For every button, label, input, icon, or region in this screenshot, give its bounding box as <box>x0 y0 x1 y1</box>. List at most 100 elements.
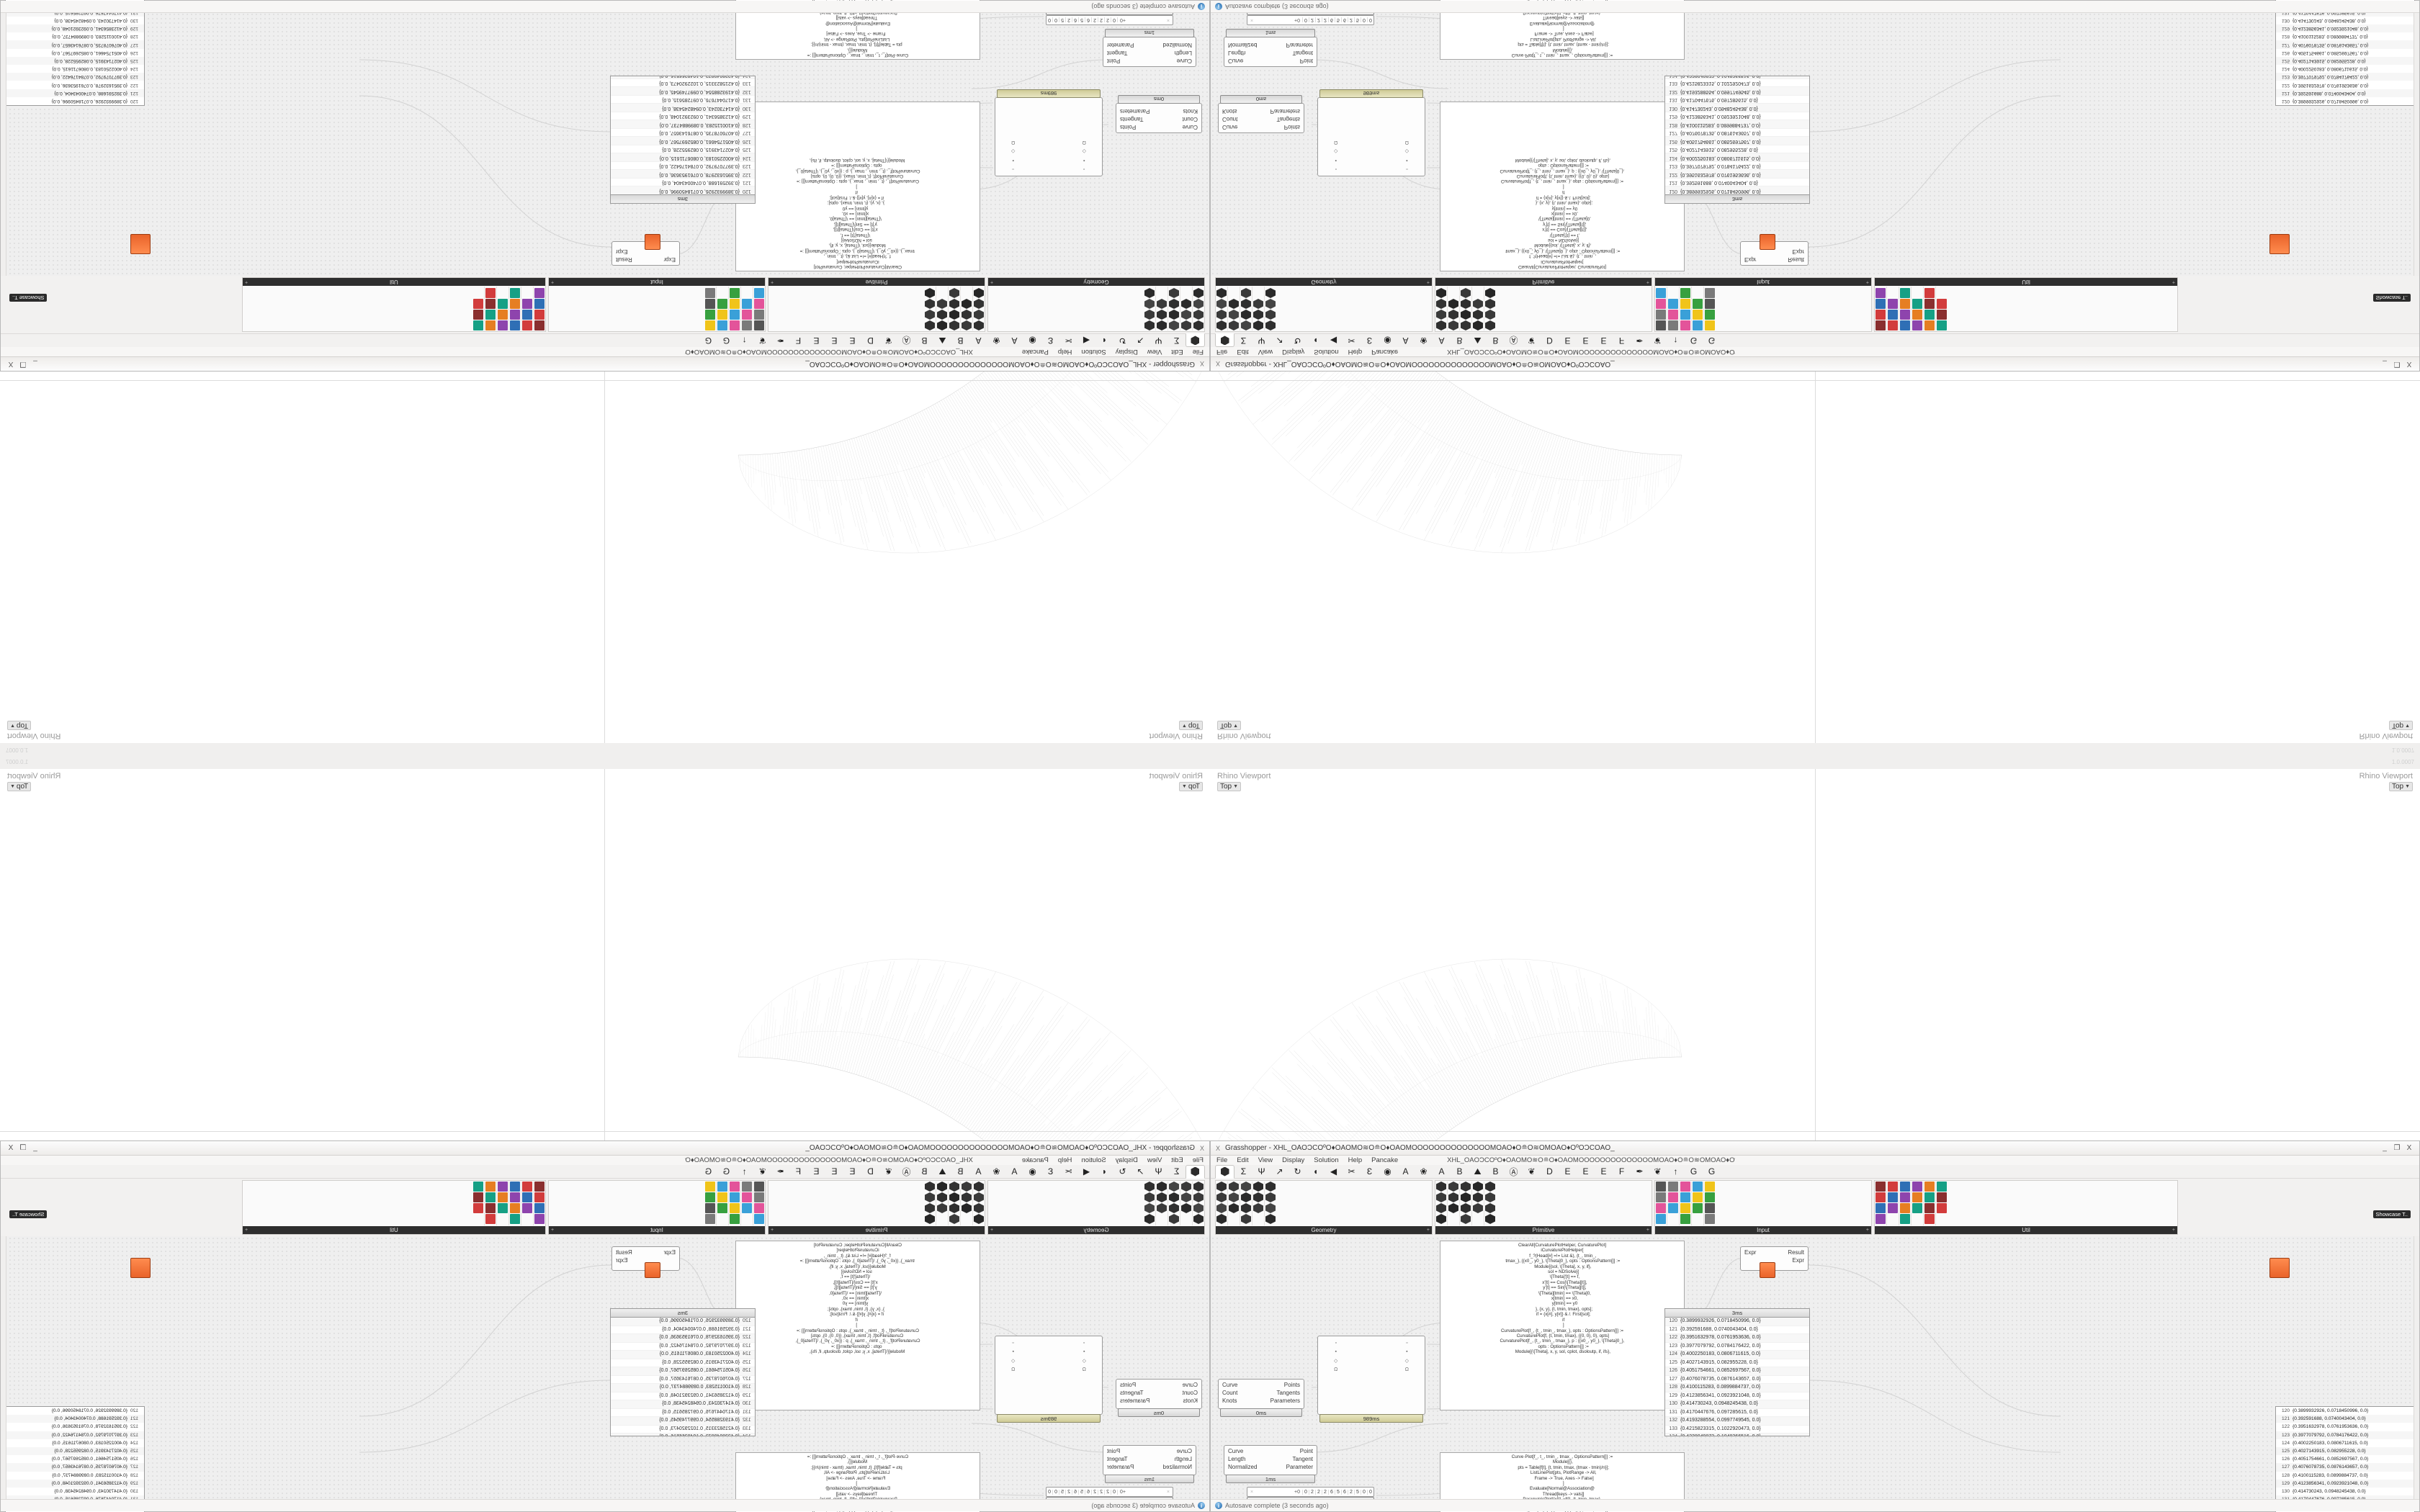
slider-digit[interactable]: 6 <box>1085 17 1092 23</box>
menu-item-edit[interactable]: Edit <box>1237 1156 1249 1164</box>
component-button[interactable] <box>1937 320 1947 330</box>
component-button[interactable] <box>717 1182 727 1192</box>
component-button[interactable] <box>705 1214 715 1224</box>
ribbon-tab-8[interactable]: Ɛ <box>1047 1166 1054 1176</box>
ribbon-group-geometry[interactable]: Geometry + <box>987 1180 1205 1235</box>
expand-icon[interactable]: + <box>245 1228 248 1233</box>
component-button[interactable] <box>1241 1182 1251 1192</box>
gh-param-col-left[interactable]: ▫ ▪ ◇ Ω <box>1083 140 1086 171</box>
component-button[interactable] <box>1473 1192 1483 1202</box>
gh-param-col-right[interactable]: ▫ ▪ ◇ Ω <box>1405 140 1409 171</box>
component-button[interactable] <box>974 1182 984 1192</box>
ribbon-tab-27[interactable]: G <box>1708 336 1716 346</box>
expand-icon[interactable]: + <box>771 279 774 284</box>
ribbon-tab-20[interactable]: E <box>831 336 838 346</box>
ribbon-tab-22[interactable]: F <box>795 1166 802 1176</box>
gh-port-out[interactable]: Tangent <box>1292 1456 1313 1462</box>
ribbon-group-util[interactable]: Util + <box>1874 1180 2178 1235</box>
gh-value-panel[interactable]: 3ms 120 {0.3899932926, 0.0718450996, 0.0}… <box>610 76 756 204</box>
ribbon-tab-4[interactable]: ↻ <box>1119 336 1126 346</box>
gh-data-list-panel[interactable]: 120 {0.3899932926, 0.0718450996, 0.0} 121{… <box>2275 1406 2415 1512</box>
ribbon-tab-24[interactable]: ❦ <box>758 1166 766 1176</box>
ribbon-tab-20[interactable]: E <box>1582 336 1589 346</box>
ribbon-tab-1[interactable]: Σ <box>1173 336 1180 346</box>
component-button[interactable] <box>949 320 959 330</box>
ribbon-tab-strip[interactable]: Σ Ψ ↗ ↻ ◖ ◀ ✂ Ɛ ◉ A ❀ A B ⛰ B Ⓐ ❦ D E E E F ✒ ❦ ↑ G G <box>1 333 1209 348</box>
component-button[interactable] <box>1436 1214 1446 1224</box>
slider-digit[interactable]: 5 <box>1354 17 1361 23</box>
ribbon-tab-23[interactable]: ✒ <box>776 336 784 346</box>
ribbon-tab-19[interactable]: E <box>1564 1166 1571 1176</box>
gh-port-out[interactable]: Tangent <box>1107 1456 1128 1462</box>
component-button[interactable] <box>1461 1214 1471 1224</box>
component-button[interactable] <box>1436 320 1446 330</box>
ribbon-tab-17[interactable]: ❦ <box>1528 336 1536 346</box>
component-button[interactable] <box>1216 1203 1227 1213</box>
ribbon-tab-10[interactable]: A <box>1402 1166 1409 1176</box>
component-button[interactable] <box>1912 1182 1922 1192</box>
component-button[interactable] <box>534 1214 544 1224</box>
gh-code-panel-main[interactable]: ClearAll[CurvaturePlotHelper, CurvatureP… <box>1440 102 1685 271</box>
ribbon-tab-21[interactable]: E <box>813 1166 820 1176</box>
gh-port-in[interactable]: Curve <box>1176 58 1192 64</box>
component-button[interactable] <box>498 1203 508 1213</box>
component-button[interactable] <box>1461 299 1471 309</box>
ribbon-tab-18[interactable]: D <box>1546 336 1553 346</box>
component-ribbon[interactable]: Geometry + Primitive + Input + Util + <box>1211 1179 2419 1236</box>
ribbon-tab-18[interactable]: D <box>1546 1166 1553 1176</box>
component-button[interactable] <box>1912 320 1922 330</box>
gh-data-list-panel[interactable]: 120 {0.3899932926, 0.0718450996, 0.0} 121{… <box>5 0 145 106</box>
menu-item-edit[interactable]: Edit <box>1171 348 1183 356</box>
gh-port-out[interactable]: Result <box>616 256 632 263</box>
expand-icon[interactable]: + <box>2172 1228 2175 1233</box>
component-button[interactable] <box>1924 1203 1935 1213</box>
ribbon-group-primitive[interactable]: Primitive + <box>1435 277 1652 332</box>
component-button[interactable] <box>1229 1182 1239 1192</box>
slider-digit[interactable]: 0 <box>1053 1489 1059 1495</box>
component-button[interactable] <box>522 1203 532 1213</box>
expand-icon[interactable]: + <box>1865 279 1869 284</box>
viewport-view-dropdown-tl[interactable]: Top ▼ <box>1178 721 1203 730</box>
pancake-button-top[interactable] <box>2269 1258 2290 1278</box>
component-button[interactable] <box>974 1203 984 1213</box>
component-button[interactable] <box>1876 1203 1886 1213</box>
gh-port-out[interactable]: Points <box>1120 124 1137 130</box>
viewport-view-dropdown-tr[interactable]: Top ▼ <box>2388 782 2413 791</box>
grasshopper-menubar[interactable]: File Edit View Display Solution Help Pan… <box>1211 1156 2419 1165</box>
expand-icon[interactable]: + <box>551 279 555 284</box>
component-button[interactable] <box>1900 288 1910 298</box>
component-button[interactable] <box>962 1182 972 1192</box>
window-menu-icon[interactable]: X <box>1215 1144 1220 1152</box>
grasshopper-titlebar[interactable]: X Grasshopper - XHL_OAOƆCOºO♦OAOMO≋O≘O♦O… <box>1211 356 2419 371</box>
gh-port-out[interactable]: Expr <box>616 1257 628 1264</box>
component-button[interactable] <box>1668 310 1678 320</box>
gh-port-out[interactable]: Point <box>1107 58 1121 64</box>
menu-item-display[interactable]: Display <box>1282 1156 1305 1164</box>
ribbon-group-util[interactable]: Util + <box>242 1180 546 1235</box>
ribbon-tab-18[interactable]: D <box>867 336 874 346</box>
slider-digit[interactable]: 2 <box>1105 17 1111 23</box>
component-button[interactable] <box>937 1192 947 1202</box>
gh-code-panel-main[interactable]: ClearAll[CurvaturePlotHelper, CurvatureP… <box>735 1241 980 1410</box>
component-button[interactable] <box>1876 310 1886 320</box>
component-button[interactable] <box>717 1203 727 1213</box>
menu-item-view[interactable]: View <box>1258 1156 1273 1164</box>
component-button[interactable] <box>742 320 752 330</box>
gh-node-curve-params[interactable]: Curve Points Count Tangents Knots Parameter… <box>1218 95 1304 133</box>
pancake-button-top[interactable] <box>2269 234 2290 254</box>
pancake-button-top[interactable] <box>130 234 151 254</box>
ribbon-tab-14[interactable]: ⛰ <box>1474 336 1482 346</box>
component-button[interactable] <box>1169 320 1179 330</box>
ribbon-tab-21[interactable]: E <box>1600 336 1607 346</box>
viewport-view-dropdown-tl[interactable]: Top ▼ <box>1217 721 1242 730</box>
grasshopper-canvas[interactable]: Curve Points Count Tangents Knots Parameter… <box>1 0 1209 276</box>
gh-port-in[interactable]: Count <box>1182 116 1198 122</box>
component-button[interactable] <box>510 320 520 330</box>
ribbon-group-input[interactable]: Input + <box>1654 277 1872 332</box>
component-button[interactable] <box>1169 1214 1179 1224</box>
ribbon-tab-1[interactable]: Σ <box>1173 1166 1180 1176</box>
component-button[interactable] <box>754 288 764 298</box>
component-button[interactable] <box>1216 1192 1227 1202</box>
gh-port-out[interactable]: Tangents <box>1276 1390 1300 1396</box>
ribbon-tab-12[interactable]: A <box>1438 1166 1445 1176</box>
